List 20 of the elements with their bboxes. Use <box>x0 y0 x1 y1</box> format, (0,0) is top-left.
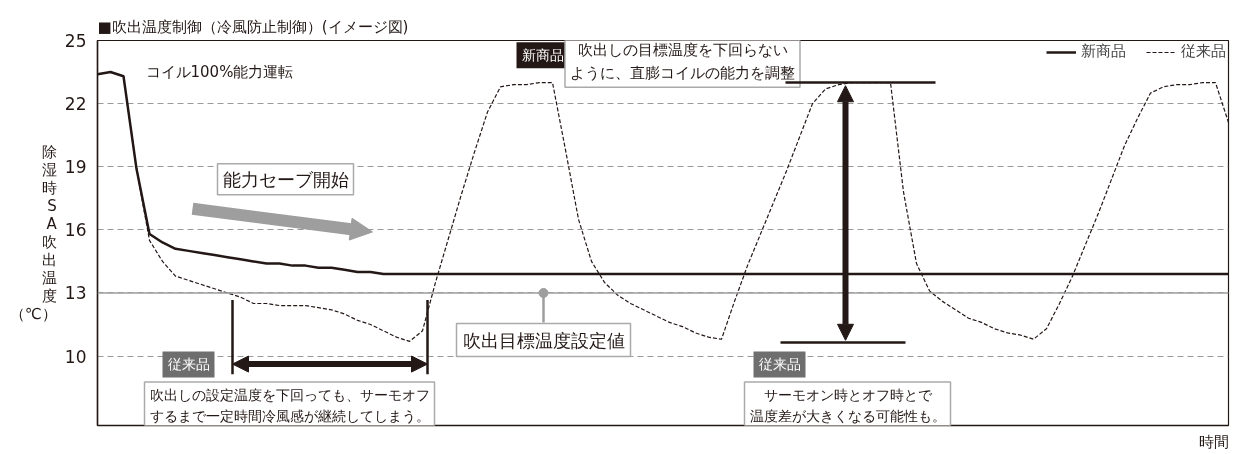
y-tick-label: 22 <box>64 94 87 115</box>
y-tick-label: 10 <box>64 346 87 367</box>
chart-title: ■吹出温度制御（冷風防止制御）(イメージ図) <box>97 17 409 36</box>
ref-line-label: 吹出目標温度設定値 <box>462 329 625 351</box>
legend-label: 新商品 <box>1081 42 1126 61</box>
y-tick-label: 25 <box>64 31 87 51</box>
y-tick-label: 13 <box>64 283 87 304</box>
annotation: 吹出しの目標温度を下回らないように、直膨コイルの能力を調整 <box>570 40 795 83</box>
legend-label: 従来品 <box>1181 42 1226 61</box>
annotation: 能力セーブ開始 <box>222 168 349 190</box>
annotation: コイル100%能力運転 <box>145 63 294 82</box>
x-axis-title: 時間 <box>1198 432 1229 451</box>
annotation: サーモオン時とオフ時とで温度差が大きくなる可能性も。 <box>749 387 946 424</box>
annotation: 従来品 <box>758 356 801 373</box>
annotation: 吹出しの設定温度を下回っても、サーモオフするまで一定時間冷風感が継続してしまう。 <box>149 387 430 424</box>
annotation: 新商品 <box>521 47 564 64</box>
y-tick-label: 16 <box>64 220 87 241</box>
y-tick-label: 19 <box>64 157 87 178</box>
text: 除湿時SA吹出温度（℃） <box>10 143 57 323</box>
annotation: 従来品 <box>167 356 210 373</box>
